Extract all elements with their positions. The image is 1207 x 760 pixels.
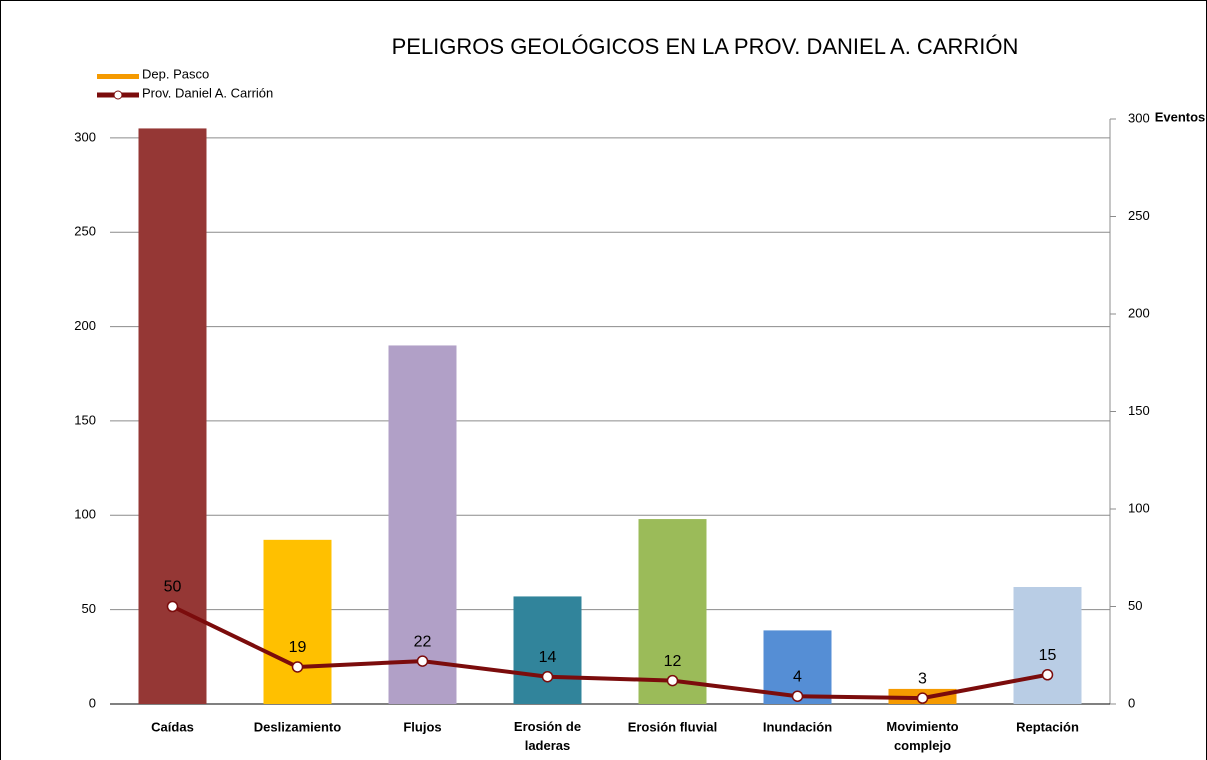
y-tick-label: 200 bbox=[74, 318, 96, 333]
line-marker bbox=[416, 655, 429, 667]
data-label: 3 bbox=[918, 670, 927, 687]
y2-tick-label: 0 bbox=[1128, 695, 1135, 710]
legend-marker bbox=[113, 90, 123, 100]
x-tick-label: Caídas bbox=[151, 719, 194, 734]
y2-tick-label: 100 bbox=[1128, 500, 1150, 515]
data-label: 4 bbox=[793, 668, 802, 685]
bar bbox=[638, 519, 707, 704]
line-marker bbox=[166, 600, 179, 613]
line-marker bbox=[916, 692, 929, 704]
y2-axis-label: Eventos bbox=[1155, 109, 1206, 124]
x-tick-label: Inundación bbox=[763, 719, 832, 734]
bar bbox=[388, 345, 457, 704]
y-tick-label: 250 bbox=[74, 224, 96, 239]
x-tick-label: Erosión fluvial bbox=[628, 719, 718, 734]
y-tick-label: 300 bbox=[74, 129, 96, 144]
legend-swatch bbox=[97, 74, 139, 79]
legend-label: Prov. Daniel A. Carrión bbox=[142, 85, 273, 100]
data-label: 22 bbox=[414, 633, 432, 650]
y2-tick-label: 250 bbox=[1128, 208, 1150, 223]
bar bbox=[513, 596, 582, 704]
y-tick-label: 0 bbox=[89, 695, 96, 710]
line-marker bbox=[291, 661, 304, 673]
chart-title: PELIGROS GEOLÓGICOS EN LA PROV. DANIEL A… bbox=[392, 34, 1019, 59]
y-tick-label: 100 bbox=[74, 507, 96, 522]
x-tick-label: Erosión de laderas bbox=[514, 719, 581, 753]
x-tick-label: Movimiento complejo bbox=[886, 719, 958, 753]
y2-tick-label: 200 bbox=[1128, 305, 1150, 320]
y-tick-label: 50 bbox=[82, 601, 96, 616]
line-marker bbox=[1041, 669, 1054, 681]
line bbox=[171, 604, 1048, 701]
line-marker bbox=[791, 690, 804, 702]
data-label: 50 bbox=[164, 579, 182, 596]
y2-tick-label: 150 bbox=[1128, 403, 1150, 418]
x-tick-label: Flujos bbox=[403, 719, 441, 734]
line-marker bbox=[541, 670, 554, 683]
data-label: 19 bbox=[289, 639, 307, 656]
y2-tick-label: 50 bbox=[1128, 598, 1142, 613]
data-label: 15 bbox=[1039, 647, 1057, 664]
bar bbox=[263, 539, 332, 704]
legend-label: Dep. Pasco bbox=[142, 66, 209, 81]
data-label: 12 bbox=[664, 653, 682, 670]
y2-tick-label: 300 bbox=[1128, 110, 1150, 125]
x-tick-label: Deslizamiento bbox=[254, 719, 341, 734]
data-label: 14 bbox=[539, 649, 557, 666]
bar bbox=[1013, 587, 1082, 704]
x-tick-label: Reptación bbox=[1016, 719, 1079, 734]
line-marker bbox=[666, 674, 679, 687]
y-tick-label: 150 bbox=[74, 412, 96, 427]
